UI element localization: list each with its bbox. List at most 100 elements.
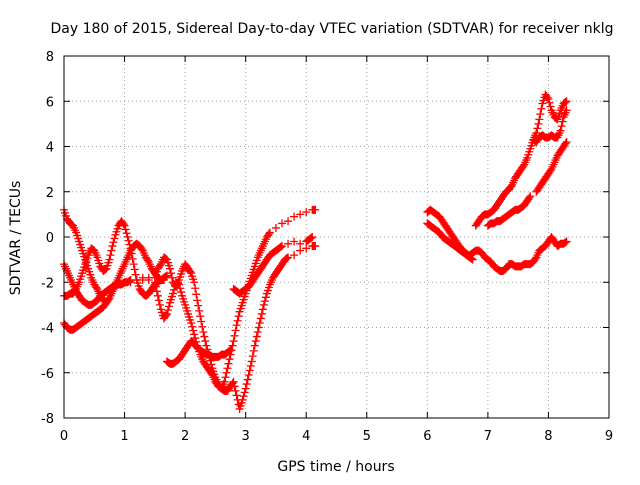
data-point — [233, 316, 242, 325]
data-markers — [60, 90, 571, 413]
data-point — [561, 139, 570, 148]
data-point — [290, 237, 299, 246]
data-point — [546, 102, 555, 111]
data-point — [200, 332, 209, 341]
data-point — [311, 205, 320, 214]
data-point — [225, 346, 234, 355]
data-point — [187, 318, 196, 327]
grid-lines — [64, 56, 609, 418]
data-point — [284, 239, 293, 248]
x-tick-label: 2 — [181, 429, 189, 444]
data-point — [189, 326, 198, 335]
data-point — [284, 217, 293, 226]
data-point — [230, 382, 239, 391]
data-point — [228, 341, 237, 350]
data-point — [271, 223, 280, 232]
data-point — [195, 306, 204, 315]
data-point — [196, 312, 205, 321]
data-point — [533, 124, 542, 133]
data-point — [162, 271, 171, 280]
data-point — [255, 318, 264, 327]
data-point — [225, 355, 234, 364]
data-point — [238, 395, 247, 404]
data-point — [468, 255, 477, 264]
y-tick-label: 6 — [46, 95, 54, 110]
data-point — [131, 270, 140, 279]
data-point — [197, 317, 206, 326]
data-point — [126, 244, 135, 253]
data-point — [244, 371, 253, 380]
data-point — [155, 300, 164, 309]
data-point — [229, 337, 238, 346]
data-point — [231, 386, 240, 395]
data-point — [223, 364, 232, 373]
data-point — [252, 332, 261, 341]
data-point — [544, 94, 553, 103]
data-point — [194, 301, 203, 310]
data-point — [164, 302, 173, 311]
data-point — [109, 238, 118, 247]
data-point — [308, 233, 317, 241]
x-tick-label: 5 — [363, 429, 371, 444]
data-point — [107, 246, 116, 255]
data-point — [190, 278, 199, 287]
data-point — [202, 341, 211, 350]
data-point — [259, 300, 268, 309]
data-point — [256, 314, 265, 323]
data-point — [296, 210, 305, 219]
x-tick-label: 4 — [302, 429, 310, 444]
data-point — [247, 357, 256, 366]
data-point — [130, 265, 139, 274]
data-point — [152, 287, 161, 296]
data-point — [245, 366, 254, 375]
data-point — [169, 289, 177, 298]
data-point — [127, 249, 136, 258]
data-point — [161, 311, 170, 320]
data-point — [120, 221, 129, 230]
data-point — [536, 110, 545, 119]
data-point — [166, 269, 175, 278]
data-point — [191, 284, 200, 293]
data-point — [119, 279, 128, 288]
data-point — [125, 240, 134, 249]
data-point — [261, 293, 270, 302]
data-point — [174, 279, 183, 288]
data-point — [534, 119, 543, 128]
data-point — [199, 328, 208, 337]
data-point — [296, 239, 305, 248]
data-point — [239, 392, 248, 401]
data-point — [232, 321, 241, 330]
x-tick-label: 0 — [60, 429, 68, 444]
data-point — [190, 330, 199, 339]
x-tick-label: 8 — [544, 429, 552, 444]
data-point — [126, 278, 135, 287]
data-point — [278, 219, 286, 228]
tick-labels: 0 1 2 3 4 5 6 7 8 9 -8 -6 -4 -2 0 2 4 6 8 — [41, 50, 613, 444]
x-tick-label: 1 — [120, 429, 128, 444]
data-point — [257, 309, 266, 318]
data-point — [526, 192, 535, 201]
data-point — [556, 126, 565, 135]
y-tick-label: 0 — [46, 231, 54, 246]
data-point — [170, 285, 179, 294]
data-point — [144, 275, 153, 284]
data-point — [283, 254, 292, 263]
y-tick-label: -8 — [41, 412, 54, 427]
data-point — [302, 208, 311, 217]
data-point — [119, 220, 128, 229]
data-point — [124, 236, 133, 245]
data-point — [154, 296, 163, 305]
data-point — [467, 254, 476, 263]
data-point — [125, 276, 134, 285]
data-point — [562, 97, 571, 106]
data-point — [246, 361, 255, 370]
data-point — [543, 93, 552, 102]
data-point — [264, 229, 273, 238]
data-point — [243, 375, 252, 384]
data-point — [249, 346, 258, 355]
data-point — [229, 377, 238, 386]
data-point — [248, 352, 257, 361]
data-point — [278, 242, 286, 251]
